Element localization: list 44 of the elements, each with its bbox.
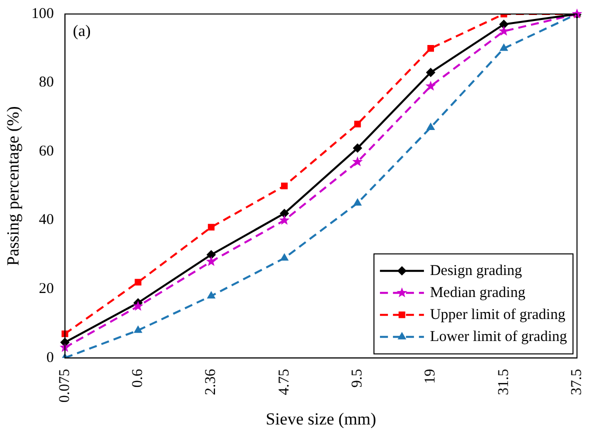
y-tick-label: 40	[38, 212, 54, 228]
point	[206, 256, 216, 266]
point	[427, 45, 434, 52]
legend-label: Median grading	[430, 284, 526, 301]
y-tick-label: 0	[46, 350, 54, 366]
point	[352, 156, 363, 166]
y-tick-label: 80	[38, 74, 54, 91]
point	[134, 326, 142, 333]
point	[206, 250, 216, 260]
point	[208, 224, 215, 231]
x-tick-label: 0.6	[130, 368, 146, 388]
point	[572, 8, 582, 18]
x-tick-label: 31.5	[496, 368, 512, 396]
legend-label: Upper limit of grading	[430, 306, 566, 323]
y-tick-label: 100	[31, 6, 54, 22]
legend-label: Lower limit of grading	[430, 328, 568, 345]
point	[425, 80, 436, 91]
x-tick-label: 19	[422, 368, 439, 384]
point	[134, 278, 142, 286]
point	[280, 254, 288, 261]
point	[281, 182, 288, 190]
x-tick-label: 4.75	[276, 368, 292, 396]
point	[426, 122, 435, 130]
point	[279, 214, 290, 225]
point	[132, 300, 144, 311]
point	[280, 208, 289, 218]
x-tick-label: 9.5	[349, 368, 366, 388]
point	[354, 120, 361, 128]
x-tick-label: 37.5	[568, 368, 585, 396]
point	[498, 26, 510, 36]
legend-label: Design grading	[430, 262, 523, 279]
x-axis-title: Sieve size (mm)	[266, 409, 376, 428]
point	[499, 20, 508, 29]
point	[207, 291, 216, 298]
y-tick-label: 20	[38, 281, 54, 298]
x-tick-label: 0.075	[56, 368, 73, 403]
point	[500, 44, 508, 51]
y-axis-title: Passing percentage (%)	[4, 106, 23, 266]
point	[354, 198, 362, 206]
point	[353, 144, 362, 153]
annotation: (a)	[72, 23, 91, 40]
point	[426, 68, 436, 77]
x-tick-label: 2.36	[203, 368, 220, 396]
y-tick-label: 60	[38, 143, 54, 160]
